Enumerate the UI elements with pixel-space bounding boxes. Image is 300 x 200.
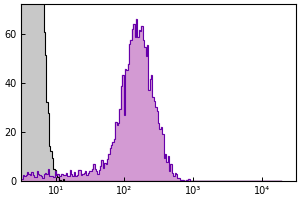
Polygon shape (8, 0, 282, 181)
Polygon shape (8, 19, 282, 181)
